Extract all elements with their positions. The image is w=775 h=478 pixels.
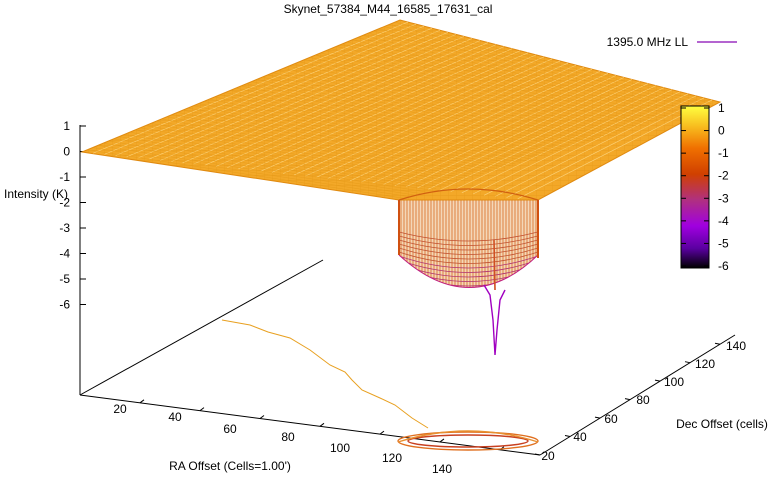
y-ticks: 20 40 60 80 100 120 140 — [534, 339, 746, 463]
x-ticks: 20 40 60 80 100 120 140 — [113, 399, 505, 476]
x-tick-mark — [319, 422, 325, 427]
x-tick-mark — [439, 438, 445, 443]
colorbar-tick-label: -3 — [718, 191, 729, 205]
y-tick-label: 100 — [664, 375, 684, 389]
z-tick-label: 0 — [63, 145, 70, 159]
z-tick-label: -5 — [59, 272, 70, 286]
chart-title: Skynet_57384_M44_16585_17631_cal — [284, 2, 493, 16]
colorbar-tick-label: -6 — [718, 259, 729, 273]
legend-label: 1395.0 MHz LL — [607, 35, 689, 49]
colorbar-tick-label: 1 — [718, 101, 725, 115]
y-tick-mark — [564, 435, 571, 438]
y-tick-mark — [654, 379, 661, 382]
colorbar-tick-label: -5 — [718, 236, 729, 250]
z-tick-label: -6 — [59, 298, 70, 312]
x-tick-label: 140 — [432, 462, 452, 476]
x-tick-label: 100 — [330, 441, 350, 455]
y-axis-label: Dec Offset (cells) — [676, 417, 768, 431]
x-tick-mark — [259, 415, 265, 419]
z-tick-label: -2 — [59, 196, 70, 210]
colorbar-ticks: 1 0 -1 -2 -3 -4 -5 -6 — [681, 101, 729, 273]
z-tick-label: 1 — [63, 119, 70, 133]
z-tick-label: -4 — [59, 247, 70, 261]
surface-plateau — [80, 19, 722, 258]
y-tick-label: 120 — [695, 357, 715, 371]
z-tick-label: -1 — [59, 170, 70, 184]
z-axis-label: Intensity (K) — [4, 187, 68, 201]
x-tick-label: 120 — [382, 451, 402, 465]
dip-spike — [483, 284, 506, 356]
colorbar-tick-label: 0 — [718, 124, 725, 138]
surface-dip — [398, 200, 539, 356]
y-tick-mark — [594, 416, 601, 419]
colorbar-tick-label: -4 — [718, 214, 729, 228]
y-tick-label: 60 — [604, 412, 618, 426]
x-tick-label: 20 — [113, 402, 127, 416]
y-tick-mark — [534, 453, 541, 456]
x-tick-label: 40 — [168, 410, 182, 424]
x-tick-mark — [199, 407, 205, 412]
legend: 1395.0 MHz LL — [607, 35, 737, 49]
colorbar: 1 0 -1 -2 -3 -4 -5 -6 — [680, 101, 729, 273]
x-tick-mark — [379, 430, 385, 435]
x-tick-label: 80 — [281, 430, 295, 444]
y-tick-label: 20 — [541, 449, 555, 463]
axis-box — [79, 125, 736, 456]
colorbar-tick-label: -1 — [718, 146, 729, 160]
colorbar-tick-label: -2 — [718, 169, 729, 183]
y-tick-label: 80 — [636, 393, 650, 407]
x-tick-mark — [139, 399, 145, 404]
y-tick-label: 40 — [573, 430, 587, 444]
y-tick-label: 140 — [726, 339, 746, 353]
base-contour-line — [221, 319, 429, 429]
x-axis-label: RA Offset (Cells=1.00') — [169, 459, 291, 473]
z-tick-label: -3 — [59, 221, 70, 235]
y-tick-mark — [684, 361, 691, 364]
y-tick-mark — [714, 342, 721, 345]
z-ticks: 1 0 -1 -2 -3 -4 -5 -6 — [59, 119, 86, 312]
base-contour-ellipse — [397, 430, 539, 451]
colorbar-gradient — [680, 105, 710, 269]
y-tick-mark — [624, 398, 631, 401]
x-tick-label: 60 — [223, 422, 237, 436]
